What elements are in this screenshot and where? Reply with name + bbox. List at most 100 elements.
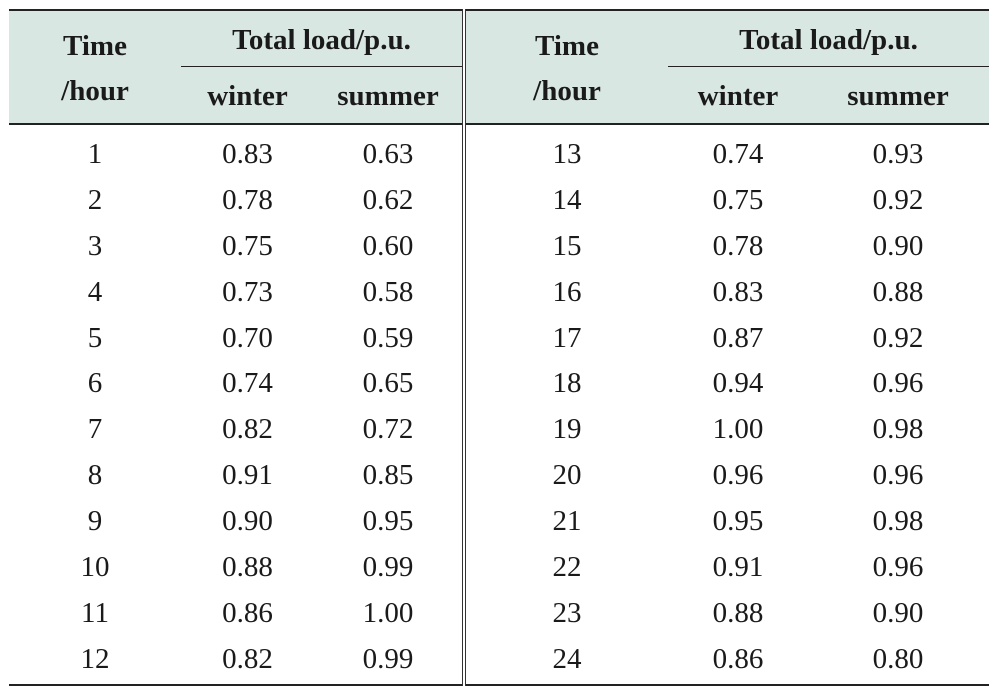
hour-cell: 11: [81, 596, 109, 629]
table-row: 14 0.75 0.92: [466, 170, 989, 216]
hour-cell: 22: [552, 551, 582, 584]
winter-cell: 0.82: [222, 413, 273, 446]
winter-cell: 0.83: [712, 275, 764, 308]
summer-cell: 0.85: [362, 459, 414, 492]
winter-cell: 0.91: [222, 459, 273, 492]
summer-cell: 0.93: [872, 138, 924, 170]
winter-cell: 0.88: [222, 551, 273, 584]
hour-cell: 1: [87, 138, 103, 170]
winter-cell: 0.95: [712, 505, 764, 538]
summer-cell: 0.95: [362, 505, 414, 538]
summer-cell: 0.88: [872, 275, 924, 308]
hour-cell: 16: [552, 275, 582, 308]
hour-cell: 6: [87, 367, 103, 400]
winter-cell: 0.83: [222, 138, 273, 170]
header-band-left: Time /hour Total load/p.u. winter summer: [9, 11, 462, 125]
hour-cell: 23: [552, 596, 582, 629]
summer-cell: 0.92: [872, 183, 924, 216]
header-band-right: Time /hour Total load/p.u. winter summer: [466, 11, 989, 125]
table-row: 12 0.82 0.99: [9, 629, 462, 675]
summer-cell: 0.90: [872, 596, 924, 629]
table-row: 6 0.74 0.65: [9, 353, 462, 399]
header-time-left-line1: Time: [63, 30, 127, 62]
summer-cell: 0.99: [362, 642, 414, 675]
header-time-left-line2: /hour: [61, 75, 129, 107]
hour-cell: 8: [87, 459, 103, 492]
summer-cell: 0.80: [872, 642, 924, 675]
table-row: 8 0.91 0.85: [9, 445, 462, 491]
winter-cell: 0.78: [222, 183, 273, 216]
summer-cell: 0.72: [362, 413, 414, 446]
winter-cell: 0.74: [222, 367, 273, 400]
hour-cell: 20: [552, 459, 582, 492]
table-row: 21 0.95 0.98: [466, 491, 989, 537]
header-total-load-right: Total load/p.u.: [739, 24, 918, 56]
hour-cell: 24: [552, 642, 582, 675]
winter-cell: 0.75: [222, 229, 273, 262]
summer-cell: 0.63: [362, 138, 414, 170]
summer-cell: 0.99: [362, 551, 414, 584]
header-time-right-line1: Time: [535, 30, 599, 62]
center-double-rule: [462, 9, 466, 686]
summer-cell: 0.60: [362, 229, 414, 262]
summer-cell: 0.96: [872, 367, 924, 400]
table-row: 23 0.88 0.90: [466, 583, 989, 629]
summer-cell: 0.90: [872, 229, 924, 262]
header-subrule-right: [668, 66, 989, 67]
hour-cell: 14: [552, 183, 582, 216]
table-row: 9 0.90 0.95: [9, 491, 462, 537]
table-row: 22 0.91 0.96: [466, 537, 989, 583]
table-row: 16 0.83 0.88: [466, 262, 989, 308]
hour-cell: 19: [552, 413, 582, 446]
table-left-half: Time /hour Total load/p.u. winter summer…: [9, 9, 462, 686]
summer-cell: 0.96: [872, 551, 924, 584]
hour-cell: 17: [552, 321, 582, 354]
table-row: 18 0.94 0.96: [466, 353, 989, 399]
table-body-left: 1 0.83 0.63 2 0.78 0.62 3 0.75 0.60 4 0.73 0.58 5 0.7…: [9, 124, 462, 675]
winter-cell: 0.88: [712, 596, 764, 629]
table-row: 5 0.70 0.59: [9, 308, 462, 354]
table-row: 1 0.83 0.63: [9, 124, 462, 170]
winter-cell: 0.86: [712, 642, 764, 675]
summer-cell: 0.65: [362, 367, 414, 400]
table-row: 13 0.74 0.93: [466, 124, 989, 170]
winter-cell: 0.96: [712, 459, 764, 492]
winter-cell: 1.00: [712, 413, 764, 446]
winter-cell: 0.78: [712, 229, 764, 262]
table-row: 19 1.00 0.98: [466, 399, 989, 445]
header-winter-left: winter: [207, 80, 288, 112]
hour-cell: 13: [552, 138, 582, 170]
load-table: Time /hour Total load/p.u. winter summer…: [9, 9, 989, 686]
summer-cell: 0.59: [362, 321, 414, 354]
table-row: 24 0.86 0.80: [466, 629, 989, 675]
winter-cell: 0.70: [222, 321, 273, 354]
table-body-right: 13 0.74 0.93 14 0.75 0.92 15 0.78 0.90 16 0.83 0.88…: [466, 124, 989, 675]
header-subrule-left: [181, 66, 462, 67]
table-row: 10 0.88 0.99: [9, 537, 462, 583]
winter-cell: 0.91: [712, 551, 764, 584]
summer-cell: 0.58: [362, 275, 414, 308]
summer-cell: 1.00: [362, 596, 414, 629]
table-row: 2 0.78 0.62: [9, 170, 462, 216]
summer-cell: 0.98: [872, 505, 924, 538]
summer-cell: 0.92: [872, 321, 924, 354]
winter-cell: 0.94: [712, 367, 764, 400]
hour-cell: 10: [80, 551, 110, 584]
table-right-half: Time /hour Total load/p.u. winter summer…: [466, 9, 989, 686]
winter-cell: 0.86: [222, 596, 273, 629]
winter-cell: 0.82: [222, 642, 273, 675]
winter-cell: 0.87: [712, 321, 764, 354]
winter-cell: 0.74: [712, 138, 764, 170]
hour-cell: 5: [87, 321, 103, 354]
hour-cell: 9: [87, 505, 103, 538]
table-row: 20 0.96 0.96: [466, 445, 989, 491]
header-time-right-line2: /hour: [533, 75, 601, 107]
hour-cell: 4: [87, 275, 103, 308]
hour-cell: 7: [87, 413, 103, 446]
table-row: 11 0.86 1.00: [9, 583, 462, 629]
table-row: 15 0.78 0.90: [466, 216, 989, 262]
header-summer-right: summer: [847, 80, 949, 112]
table-row: 7 0.82 0.72: [9, 399, 462, 445]
header-winter-right: winter: [697, 80, 779, 112]
hour-cell: 12: [80, 642, 110, 675]
